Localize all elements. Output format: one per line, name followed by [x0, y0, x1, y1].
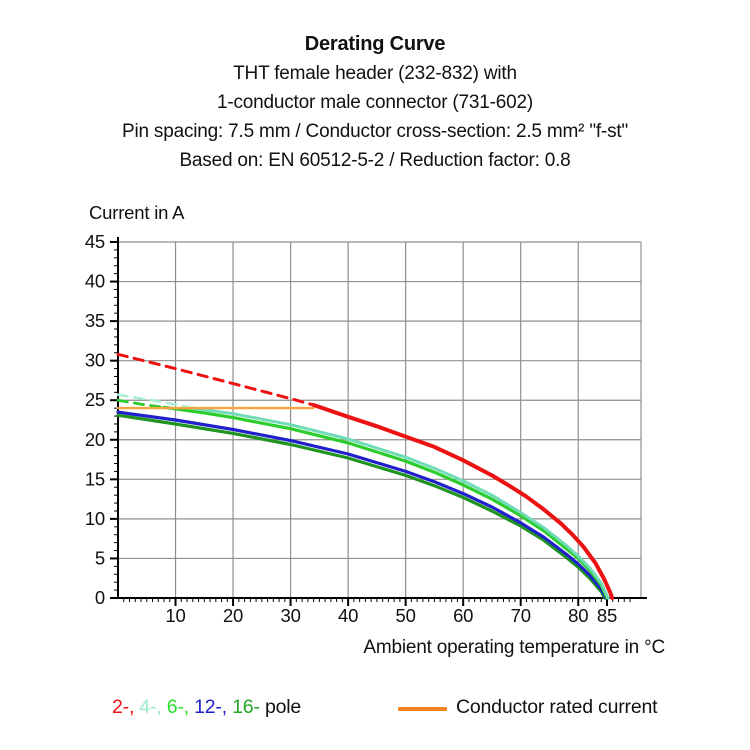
y-tick-label: 45: [85, 231, 105, 252]
chart-title: Derating Curve: [304, 33, 446, 55]
x-tick-label: 85: [597, 605, 617, 626]
pole-legend-items: 2-, 4-, 6-, 12-, 16-: [112, 696, 260, 718]
x-tick-label: 50: [396, 605, 416, 626]
curve-4-pole: [191, 406, 610, 600]
x-tick-label: 60: [453, 605, 473, 626]
y-tick-label: 0: [95, 587, 105, 608]
x-tick-label: 70: [511, 605, 531, 626]
curve-2-pole: [311, 403, 615, 600]
pole-legend-suffix: pole: [259, 696, 302, 718]
y-tick-label: 30: [85, 350, 105, 371]
y-tick-label: 40: [85, 271, 105, 292]
pole-legend-item: 16-: [232, 696, 260, 718]
y-axis-title: Current in A: [89, 202, 185, 223]
chart-subtitle-line-4: Based on: EN 60512-5-2 / Reduction facto…: [179, 150, 571, 171]
chart-header: Derating Curve THT female header (232-83…: [0, 30, 750, 175]
chart-subtitle-line-2: 1-conductor male connector (731-602): [217, 92, 533, 113]
y-tick-label: 25: [85, 389, 105, 410]
rated-current-legend-label: Conductor rated current: [456, 696, 658, 718]
pole-legend-item: 12-,: [194, 696, 233, 718]
curve-16-pole: [116, 413, 607, 600]
x-tick-label: 10: [165, 605, 185, 626]
pole-legend-item: 6-,: [166, 696, 195, 718]
chart-subtitle-line-1: THT female header (232-832) with: [233, 63, 517, 84]
y-tick-label: 15: [85, 468, 105, 489]
pole-legend: 2-, 4-, 6-, 12-, 16- pole: [112, 696, 301, 719]
x-tick-label: 40: [338, 605, 358, 626]
rated-current-legend-line: [398, 707, 447, 711]
x-axis-title: Ambient operating temperature in °C: [363, 637, 665, 658]
curve-4-pole-dashed: [116, 393, 195, 410]
x-tick-label: 80: [568, 605, 588, 626]
y-tick-label: 5: [95, 547, 105, 568]
x-tick-label: 30: [280, 605, 300, 626]
y-tick-label: 35: [85, 310, 105, 331]
pole-legend-item: 2-,: [112, 696, 140, 718]
curve-6-pole-dashed: [116, 398, 166, 409]
curve-2-pole-dashed: [116, 352, 316, 407]
pole-legend-item: 4-,: [139, 696, 167, 718]
curve-6-pole: [162, 405, 609, 600]
curve-12-pole: [116, 410, 608, 600]
y-tick-label: 10: [85, 508, 105, 529]
chart-subtitle-line-3: Pin spacing: 7.5 mm / Conductor cross-se…: [121, 121, 628, 142]
y-tick-label: 20: [85, 429, 105, 450]
x-tick-label: 20: [223, 605, 243, 626]
